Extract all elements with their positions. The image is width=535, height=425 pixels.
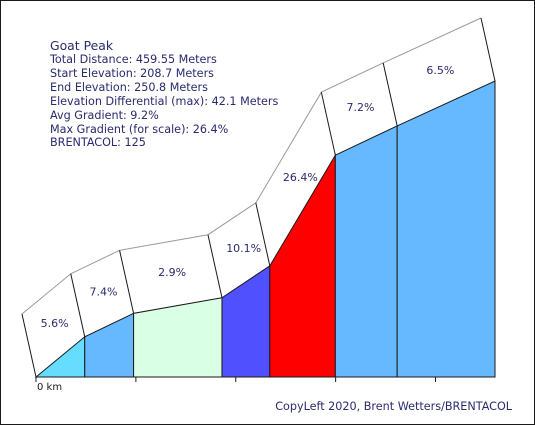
- gradient-label-3: 2.9%: [158, 266, 186, 279]
- end-elevation: End Elevation: 250.8 Meters: [50, 80, 208, 94]
- copyleft-credit: CopyLeft 2020, Brent Wetters/BRENTACOL: [275, 400, 512, 413]
- gradient-label-5: 26.4%: [283, 171, 318, 184]
- ribbon-connector-5: [255, 202, 271, 266]
- start-elevation: Start Elevation: 208.7 Meters: [50, 66, 214, 80]
- ribbon-connector-8: [480, 17, 496, 82]
- max-gradient: Max Gradient (for scale): 26.4%: [50, 122, 229, 136]
- elevation-differential: Elevation Differential (max): 42.1 Meter…: [50, 94, 279, 108]
- ribbon-top-line: [21, 17, 482, 315]
- profile-segment-6: [334, 125, 398, 378]
- gradient-label-7: 6.5%: [426, 64, 454, 77]
- origin-label: 0 km: [37, 382, 62, 393]
- brentacol-score: BRENTACOL: 125: [50, 136, 146, 150]
- ribbon-connector-7: [382, 62, 398, 127]
- avg-gradient: Avg Gradient: 9.2%: [50, 108, 159, 122]
- ribbon-connector-4: [207, 234, 223, 298]
- ribbon-connector-2: [70, 273, 86, 337]
- profile-info: Goat Peak Total Distance: 459.55 Meters …: [50, 38, 278, 150]
- profile-segment-7: [396, 80, 496, 378]
- profile-segment-2: [84, 312, 135, 378]
- gradient-label-6: 7.2%: [347, 101, 375, 114]
- profile-segment-3: [133, 297, 223, 378]
- gradient-label-4: 10.1%: [226, 242, 261, 255]
- profile-segment-5: [269, 153, 336, 378]
- ribbon-connector-1: [21, 313, 37, 378]
- total-distance: Total Distance: 459.55 Meters: [50, 53, 217, 66]
- gradient-label-2: 7.4%: [89, 285, 117, 298]
- profile-title: Goat Peak: [50, 38, 113, 53]
- profile-segment-4: [221, 264, 271, 378]
- ribbon-connector-3: [119, 250, 135, 314]
- ribbon-connector-6: [320, 92, 336, 156]
- profile-segment-1: [34, 335, 86, 378]
- gradient-label-1: 5.6%: [41, 317, 69, 330]
